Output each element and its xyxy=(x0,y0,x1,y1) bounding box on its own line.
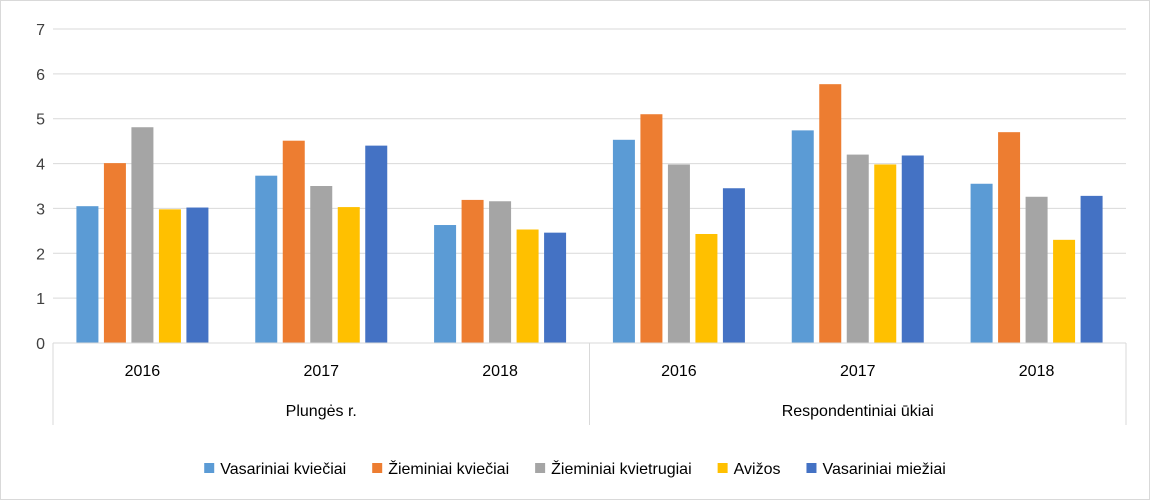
bars xyxy=(76,84,1103,343)
legend-label: Vasariniai kviečiai xyxy=(220,461,346,478)
bar-4-6 xyxy=(1053,239,1076,343)
bar-3-2 xyxy=(310,186,333,343)
legend-label: Vasariniai miežiai xyxy=(822,461,945,478)
bar-1-4 xyxy=(612,139,635,343)
group-label: Plungės r. xyxy=(286,403,357,420)
bar-3-3 xyxy=(489,201,512,343)
legend-label: Žieminiai kviečiai xyxy=(388,459,509,478)
category-label: 2018 xyxy=(1019,363,1055,380)
bar-3-6 xyxy=(1025,196,1048,343)
bar-5-4 xyxy=(722,188,745,343)
bar-2-1 xyxy=(103,163,126,343)
legend: Vasariniai kviečiai Žieminiai kviečiai Žie… xyxy=(204,459,946,478)
bar-5-6 xyxy=(1080,195,1103,343)
y-tick-label: 7 xyxy=(36,22,45,39)
bar-4-3 xyxy=(516,229,539,343)
bar-4-4 xyxy=(695,233,718,343)
category-label: 2016 xyxy=(125,363,161,380)
bar-5-2 xyxy=(365,145,388,343)
y-tick-label: 3 xyxy=(36,201,45,218)
bar-4-2 xyxy=(337,207,360,343)
bar-4-1 xyxy=(158,209,181,343)
legend-swatch xyxy=(717,463,728,473)
bar-5-3 xyxy=(544,232,567,343)
y-tick-label: 2 xyxy=(36,246,45,263)
y-tick-label: 6 xyxy=(36,67,45,84)
bar-1-3 xyxy=(434,225,457,343)
y-tick-label: 0 xyxy=(36,336,45,353)
y-tick-label: 1 xyxy=(36,291,45,308)
bar-1-2 xyxy=(255,175,278,343)
bar-2-2 xyxy=(282,140,305,343)
bar-2-3 xyxy=(461,199,484,343)
legend-swatch xyxy=(372,463,383,473)
group-label: Respondentiniai ūkiai xyxy=(782,403,934,420)
legend-label: Žieminiai kvietrugiai xyxy=(551,459,692,478)
bar-3-5 xyxy=(846,154,869,343)
bar-5-1 xyxy=(186,207,209,343)
bar-2-6 xyxy=(998,132,1021,343)
legend-swatch xyxy=(535,463,546,473)
y-tick-label: 5 xyxy=(36,112,45,129)
category-label: 2016 xyxy=(661,363,697,380)
bar-3-1 xyxy=(131,127,154,343)
legend-label: Avižos xyxy=(734,461,781,478)
y-axis-ticks: 0 1 2 3 4 5 6 7 xyxy=(36,22,45,353)
bar-4-5 xyxy=(874,164,897,343)
gridlines xyxy=(53,28,1126,299)
bar-3-4 xyxy=(667,164,690,343)
legend-swatch xyxy=(204,463,215,473)
bar-1-6 xyxy=(970,183,993,343)
bar-5-5 xyxy=(901,155,924,343)
bar-1-5 xyxy=(791,130,814,343)
bar-2-5 xyxy=(819,84,842,343)
bar-2-4 xyxy=(640,114,663,343)
x-axis xyxy=(52,342,1127,425)
category-label: 2017 xyxy=(840,363,876,380)
category-label: 2018 xyxy=(482,363,518,380)
bar-1-1 xyxy=(76,206,99,343)
y-tick-label: 4 xyxy=(36,157,45,174)
category-label: 2017 xyxy=(303,363,339,380)
category-labels: 2016 2017 2018 2016 2017 2018 Plungės r. Respon… xyxy=(125,363,1055,420)
legend-swatch xyxy=(806,463,817,473)
